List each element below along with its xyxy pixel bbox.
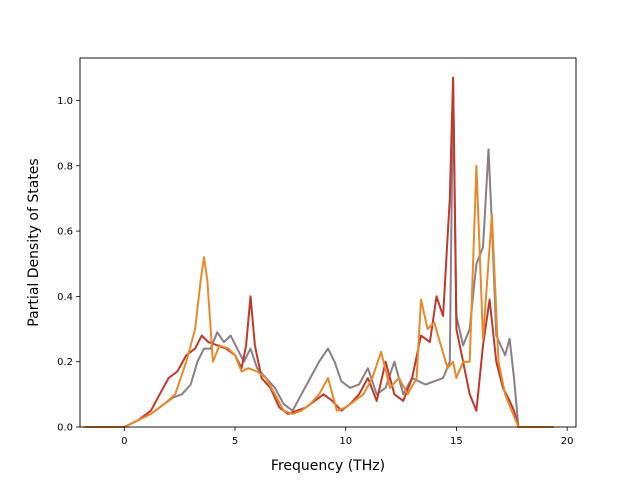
x-axis-ticks: 0 5 10 15 20 bbox=[121, 427, 574, 447]
x-tick-label: 20 bbox=[561, 436, 574, 447]
x-tick-label: 5 bbox=[232, 436, 238, 447]
x-tick-label: 10 bbox=[339, 436, 352, 447]
series-layer bbox=[84, 76, 554, 428]
y-tick-label: 0.2 bbox=[57, 357, 73, 368]
x-tick-label: 15 bbox=[450, 436, 463, 447]
series-line-1 bbox=[84, 76, 554, 428]
y-tick-label: 1.0 bbox=[57, 96, 73, 107]
y-tick-label: 0.4 bbox=[57, 292, 73, 303]
plot-frame bbox=[79, 57, 577, 428]
x-axis-label: Frequency (THz) bbox=[271, 458, 385, 474]
x-tick-label: 0 bbox=[121, 436, 127, 447]
y-tick-label: 0.8 bbox=[57, 161, 73, 172]
series-line-3 bbox=[84, 164, 554, 428]
series-line-2 bbox=[84, 76, 554, 428]
y-tick-label: 0.6 bbox=[57, 227, 73, 238]
y-axis-label: Partial Density of States bbox=[26, 158, 42, 326]
y-axis-ticks: 0.0 0.2 0.4 0.6 0.8 1.0 bbox=[57, 96, 80, 434]
y-tick-label: 0.0 bbox=[57, 423, 73, 434]
